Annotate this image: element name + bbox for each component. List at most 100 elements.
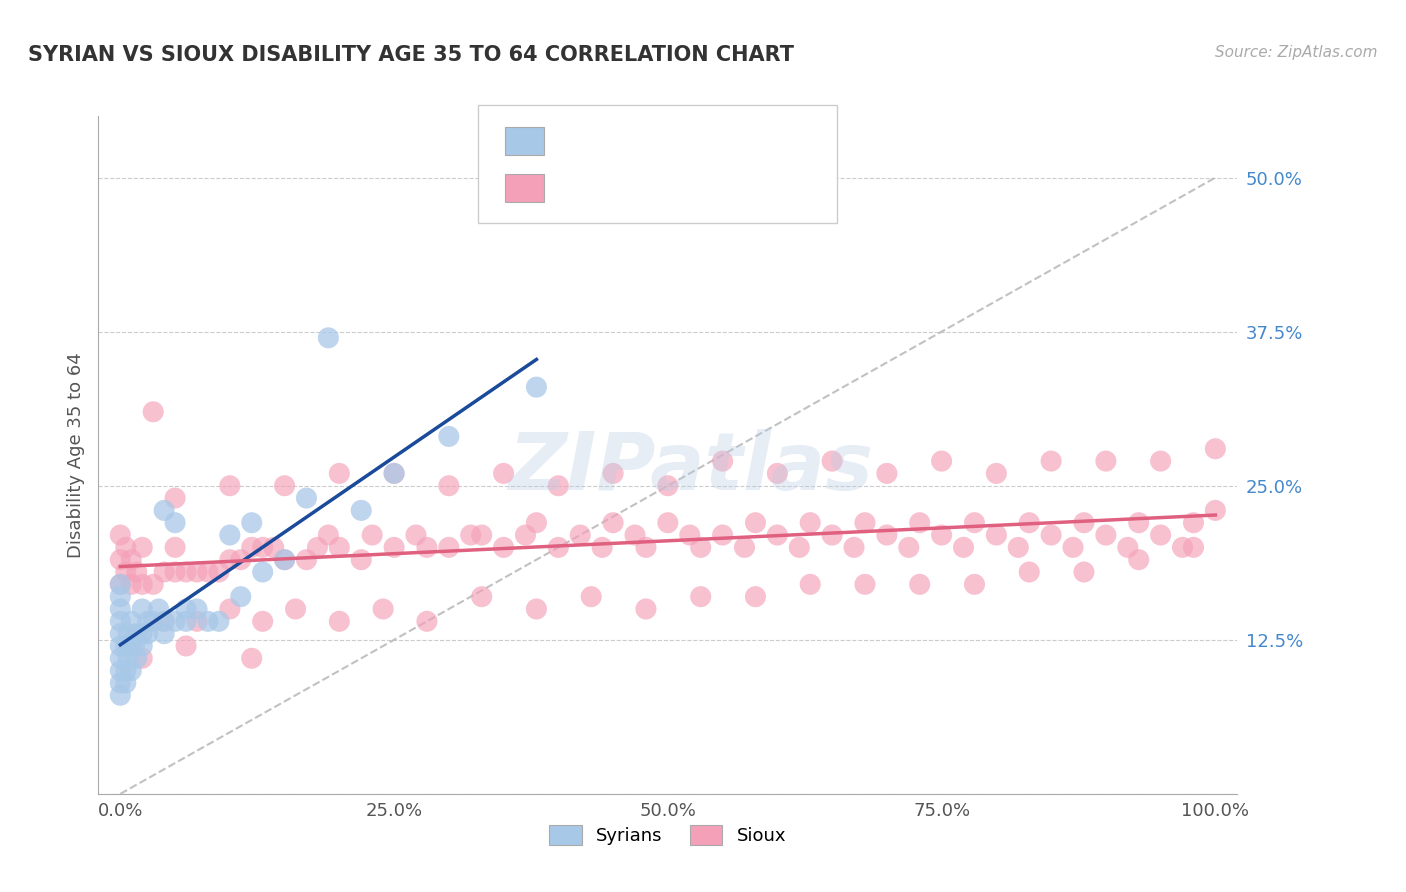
- Point: [1095, 454, 1118, 468]
- Point: [908, 516, 931, 530]
- Point: [1116, 541, 1139, 555]
- Point: [110, 676, 132, 690]
- Point: [471, 590, 494, 604]
- Point: [634, 541, 657, 555]
- Text: N =  49: N = 49: [692, 132, 765, 150]
- Point: [1204, 442, 1226, 456]
- Point: [114, 676, 136, 690]
- Point: [252, 615, 274, 629]
- Point: [131, 602, 153, 616]
- Point: [634, 602, 657, 616]
- Point: [382, 467, 405, 481]
- Point: [174, 602, 197, 616]
- Point: [371, 602, 394, 616]
- Point: [117, 626, 139, 640]
- Point: [963, 577, 986, 591]
- Point: [579, 590, 602, 604]
- Point: [218, 479, 240, 493]
- Point: [1182, 541, 1205, 555]
- Point: [218, 552, 240, 566]
- Point: [307, 541, 329, 555]
- Point: [734, 541, 756, 555]
- Point: [125, 565, 148, 579]
- Point: [876, 467, 898, 481]
- Point: [1073, 565, 1095, 579]
- Point: [229, 590, 252, 604]
- Point: [492, 467, 515, 481]
- Point: [1128, 552, 1150, 566]
- Point: [252, 565, 274, 579]
- Point: [842, 541, 865, 555]
- Point: [110, 602, 132, 616]
- Point: [136, 626, 159, 640]
- Point: [273, 552, 295, 566]
- Point: [114, 541, 136, 555]
- Point: [110, 626, 132, 640]
- Text: R = 0.593: R = 0.593: [558, 132, 657, 150]
- Point: [218, 602, 240, 616]
- Point: [876, 528, 898, 542]
- Point: [328, 615, 350, 629]
- Point: [318, 331, 340, 345]
- Point: [1204, 503, 1226, 517]
- Point: [931, 528, 953, 542]
- Point: [208, 565, 231, 579]
- Point: [273, 479, 295, 493]
- Point: [110, 651, 132, 665]
- Point: [186, 565, 208, 579]
- Point: [1018, 565, 1040, 579]
- Point: [197, 615, 219, 629]
- Point: [657, 479, 679, 493]
- Point: [437, 429, 460, 443]
- Point: [252, 541, 274, 555]
- Point: [1128, 516, 1150, 530]
- Point: [361, 528, 384, 542]
- Point: [382, 541, 405, 555]
- Point: [547, 479, 569, 493]
- Point: [908, 577, 931, 591]
- Point: [148, 602, 170, 616]
- Point: [515, 528, 537, 542]
- Point: [124, 639, 146, 653]
- Point: [186, 602, 208, 616]
- Point: [284, 602, 307, 616]
- Point: [174, 615, 197, 629]
- Point: [382, 467, 405, 481]
- Point: [1149, 528, 1171, 542]
- Point: [986, 528, 1008, 542]
- Point: [602, 467, 624, 481]
- Point: [350, 503, 373, 517]
- Point: [229, 552, 252, 566]
- Point: [711, 528, 734, 542]
- Point: [131, 639, 153, 653]
- Point: [114, 565, 136, 579]
- Point: [165, 615, 187, 629]
- Text: ZIPatlas: ZIPatlas: [508, 429, 873, 508]
- Point: [120, 577, 142, 591]
- Point: [120, 615, 142, 629]
- Point: [110, 552, 132, 566]
- Point: [766, 467, 789, 481]
- Point: [114, 639, 136, 653]
- Point: [952, 541, 974, 555]
- Point: [218, 528, 240, 542]
- Point: [1149, 454, 1171, 468]
- Point: [963, 516, 986, 530]
- Point: [295, 552, 318, 566]
- Point: [602, 516, 624, 530]
- Point: [131, 577, 153, 591]
- Point: [591, 541, 613, 555]
- Point: [208, 615, 231, 629]
- Point: [460, 528, 482, 542]
- Point: [689, 590, 711, 604]
- Point: [1062, 541, 1084, 555]
- Point: [197, 565, 219, 579]
- Point: [350, 552, 373, 566]
- Point: [679, 528, 702, 542]
- Point: [174, 639, 197, 653]
- Point: [186, 615, 208, 629]
- Point: [1095, 528, 1118, 542]
- Point: [114, 664, 136, 678]
- Text: N = 125: N = 125: [692, 179, 772, 197]
- Point: [547, 541, 569, 555]
